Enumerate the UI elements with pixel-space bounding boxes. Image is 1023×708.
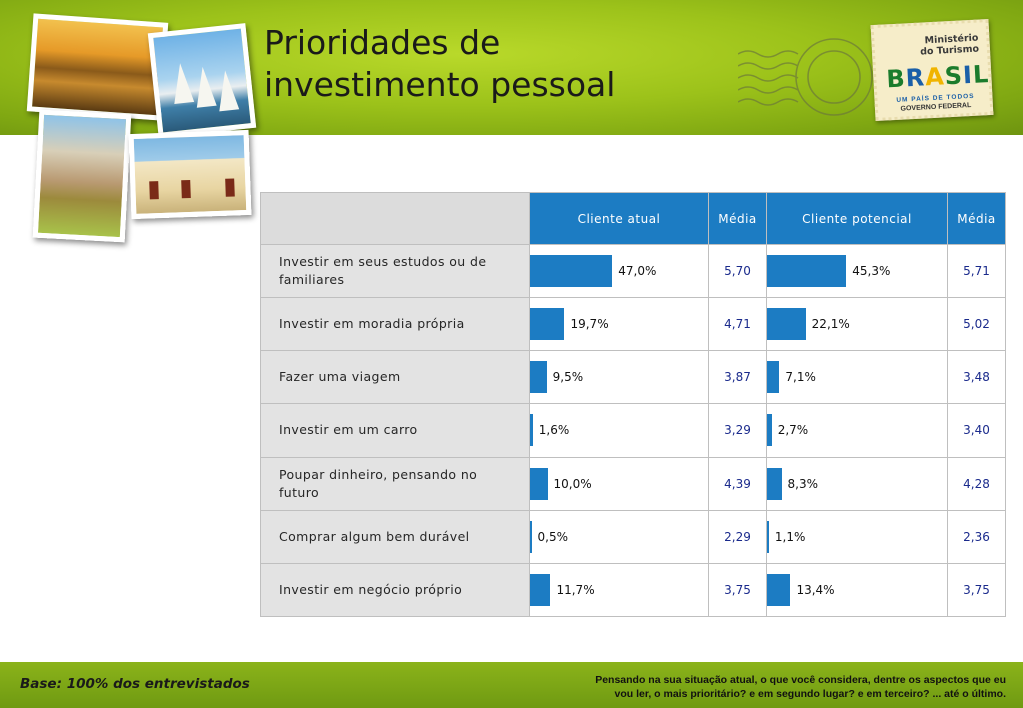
media-cell-potencial: 2,36 [947, 509, 1006, 564]
table-row: Investir em seus estudos ou de familiare… [260, 243, 1006, 299]
brasil-logo: BRASIL [885, 60, 990, 94]
row-label: Investir em negócio próprio [260, 562, 530, 618]
bar-potencial [767, 414, 772, 447]
bar-value-label-potencial: 2,7% [777, 423, 809, 438]
bar-value-label-potencial: 1,1% [774, 529, 806, 544]
bar-value-label-potencial: 8,3% [787, 476, 819, 491]
bar-potencial [767, 573, 791, 606]
bar-atual [530, 573, 551, 606]
bar-potencial [767, 308, 806, 341]
bar-cell-atual: 0,5% [529, 509, 709, 564]
bar-potencial [767, 255, 847, 288]
church-fruit-market-photo [32, 109, 132, 243]
header-cliente-atual: Cliente atual [529, 192, 709, 245]
table-header-row: Cliente atual Média Cliente potencial Mé… [260, 192, 1006, 245]
bar-value-label-atual: 47,0% [618, 264, 657, 279]
media-cell-potencial: 3,48 [947, 350, 1006, 405]
bar-cell-potencial: 22,1% [766, 297, 948, 352]
row-label: Fazer uma viagem [260, 350, 530, 405]
media-cell-atual: 5,70 [708, 243, 767, 299]
ministry-stamp-logo: Ministério do Turismo BRASIL UM PAÍS DE … [870, 18, 994, 122]
bar-value-label-potencial: 22,1% [811, 317, 850, 332]
media-cell-atual: 4,71 [708, 297, 767, 352]
row-label: Investir em um carro [260, 403, 530, 458]
media-cell-atual: 4,39 [708, 456, 767, 511]
bar-value-label-potencial: 7,1% [785, 370, 816, 385]
title-line-1: Prioridades de [264, 23, 501, 62]
investment-priorities-table: Cliente atual Média Cliente potencial Mé… [260, 192, 1006, 618]
bar-cell-atual: 10,0% [529, 456, 709, 511]
bar-value-label-potencial: 13,4% [796, 582, 835, 597]
base-note: Base: 100% dos entrevistados [20, 676, 250, 692]
bar-cell-potencial: 8,3% [766, 456, 948, 511]
table-row: Investir em negócio próprio 11,7% 3,75 13,4… [260, 562, 1006, 618]
header-media-atual: Média [708, 192, 767, 245]
bar-cell-potencial: 45,3% [766, 243, 948, 299]
question-line-1: Pensando na sua situação atual, o que vo… [595, 674, 1006, 686]
header-corner-cell [260, 192, 530, 245]
sunset-beach-photo [26, 13, 169, 121]
ministry-line-2: do Turismo [919, 43, 980, 58]
bar-atual [530, 467, 548, 500]
media-cell-atual: 2,29 [708, 509, 767, 564]
bar-cell-atual: 47,0% [529, 243, 709, 299]
table-row: Investir em moradia própria 19,7% 4,71 22,1… [260, 297, 1006, 352]
sailboats-photo [147, 23, 257, 138]
title-line-2: investimento pessoal [264, 65, 616, 104]
media-cell-potencial: 3,75 [947, 562, 1006, 618]
bar-potencial [767, 520, 769, 553]
bar-cell-atual: 9,5% [529, 350, 709, 405]
media-cell-potencial: 5,71 [947, 243, 1006, 299]
table-row: Investir em um carro 1,6% 3,29 2,7% 3,40 [260, 403, 1006, 458]
bar-value-label-atual: 0,5% [537, 529, 569, 544]
bar-cell-potencial: 1,1% [766, 509, 948, 564]
media-cell-potencial: 3,40 [947, 403, 1006, 458]
media-cell-atual: 3,87 [708, 350, 767, 405]
survey-question: Pensando na sua situação atual, o que vo… [526, 673, 1006, 701]
bar-value-label-atual: 1,6% [538, 423, 570, 438]
footer-banner: Base: 100% dos entrevistados Pensando na… [0, 662, 1023, 708]
table-row: Poupar dinheiro, pensando no futuro 10,0%… [260, 456, 1006, 511]
bar-value-label-atual: 10,0% [553, 476, 592, 491]
bar-value-label-potencial: 45,3% [852, 264, 891, 279]
question-line-2: vou ler, o mais prioritário? e em segund… [614, 688, 1006, 700]
ministry-name: Ministério do Turismo [919, 33, 979, 58]
colonial-houses-photo [128, 129, 252, 220]
media-cell-potencial: 5,02 [947, 297, 1006, 352]
bar-cell-potencial: 2,7% [766, 403, 948, 458]
media-cell-atual: 3,29 [708, 403, 767, 458]
bar-atual [530, 520, 532, 553]
bar-atual [530, 414, 533, 447]
table-row: Fazer uma viagem 9,5% 3,87 7,1% 3,48 [260, 350, 1006, 405]
bar-cell-atual: 19,7% [529, 297, 709, 352]
bar-value-label-atual: 9,5% [552, 370, 584, 385]
page-title: Prioridades de investimento pessoal [264, 22, 684, 106]
row-label: Comprar algum bem durável [260, 509, 530, 564]
row-label: Investir em seus estudos ou de familiare… [260, 243, 530, 299]
bar-atual [530, 255, 613, 288]
bar-potencial [767, 361, 780, 394]
bar-atual [530, 308, 565, 341]
bar-atual [530, 361, 547, 394]
bar-potencial [767, 467, 782, 500]
header-media-potencial: Média [947, 192, 1006, 245]
bar-cell-atual: 1,6% [529, 403, 709, 458]
header-cliente-potencial: Cliente potencial [766, 192, 948, 245]
postmark-icon [738, 38, 873, 116]
row-label: Investir em moradia própria [260, 297, 530, 352]
media-cell-atual: 3,75 [708, 562, 767, 618]
bar-cell-potencial: 13,4% [766, 562, 948, 618]
bar-value-label-atual: 11,7% [556, 582, 595, 597]
bar-value-label-atual: 19,7% [570, 317, 609, 332]
header-banner: Prioridades de investimento pessoal Mini… [0, 0, 1023, 243]
media-cell-potencial: 4,28 [947, 456, 1006, 511]
table-row: Comprar algum bem durável 0,5% 2,29 1,1% 2,3… [260, 509, 1006, 564]
row-label: Poupar dinheiro, pensando no futuro [260, 456, 530, 511]
bar-cell-potencial: 7,1% [766, 350, 948, 405]
bar-cell-atual: 11,7% [529, 562, 709, 618]
